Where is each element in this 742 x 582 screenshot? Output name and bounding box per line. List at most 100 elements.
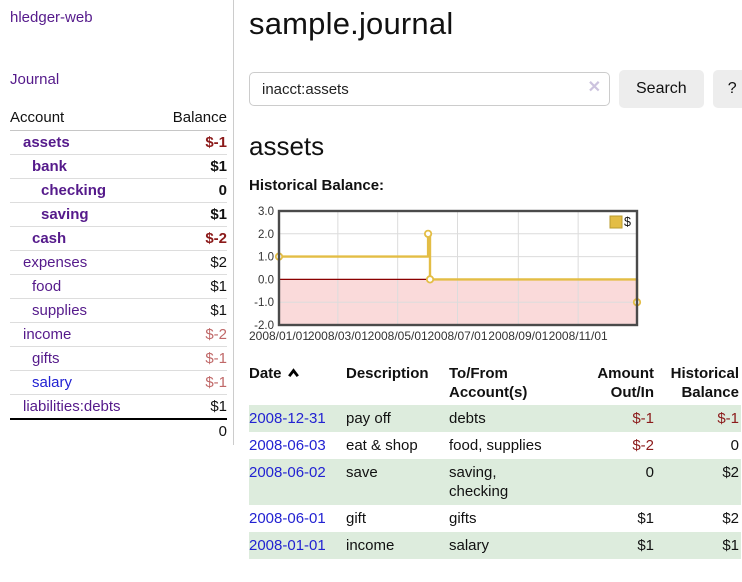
transaction-date-link[interactable]: 2008-06-01 (249, 510, 326, 528)
account-link[interactable]: saving (41, 206, 89, 223)
x-axis-tick-label: 2008/03/01 (308, 329, 368, 343)
account-balance: $-2 (205, 326, 227, 343)
y-axis-tick-label: 2.0 (258, 229, 274, 241)
x-axis-tick-label: 2008/09/01 (488, 329, 548, 343)
register-col-balance: Historical Balance (670, 365, 739, 402)
sidebar: hledger-web Journal Account Balance asse… (0, 0, 234, 445)
x-axis-tick-label: 2008/01/01 (249, 329, 309, 343)
x-axis-tick-label: 2008/11/01 (549, 329, 608, 343)
account-link[interactable]: liabilities:debts (23, 398, 121, 415)
accounts-table: Account Balance assets $-1 bank $1 checking 0… (10, 106, 227, 443)
account-link[interactable]: checking (41, 182, 107, 199)
transaction-accounts: salary (449, 537, 490, 555)
transaction-amount: $1 (637, 510, 654, 528)
search-input-wrap: ✕ (249, 72, 610, 106)
accounts-total-row: 0 (10, 418, 227, 443)
account-link[interactable]: supplies (32, 302, 88, 319)
y-axis-tick-label: 3.0 (258, 206, 274, 218)
account-row: checking 0 (10, 179, 227, 203)
balance-chart: $3.0 2.0 1.0 0.0 -1.0 -2.0 2008/01/01 2008/03/0… (249, 205, 740, 345)
main-content: sample.journal ✕ Search ? assets Histori… (234, 0, 742, 560)
transaction-amount: $-2 (632, 437, 654, 455)
account-link[interactable]: bank (32, 158, 68, 175)
register-col-date[interactable]: Date (249, 362, 346, 405)
transaction-description: pay off (346, 410, 391, 428)
transaction-description: save (346, 464, 378, 482)
transaction-description: eat & shop (346, 437, 418, 455)
accounts-total-spacer (10, 418, 156, 443)
transaction-date-link[interactable]: 2008-06-03 (249, 437, 326, 455)
x-axis-tick-label: 2008/07/01 (427, 329, 487, 343)
register-table: Date Description To/From Account(s) Amou… (249, 362, 741, 560)
transaction-date-link[interactable]: 2008-01-01 (249, 537, 326, 555)
account-balance: $2 (210, 254, 227, 271)
transaction-accounts: saving, checking (449, 464, 509, 501)
account-link[interactable]: expenses (23, 254, 88, 271)
register-col-amount: Amount Out/In (597, 365, 654, 402)
account-row: saving $1 (10, 203, 227, 227)
transaction-balance: $1 (722, 537, 739, 555)
account-link[interactable]: cash (32, 230, 67, 247)
account-balance: $1 (210, 278, 227, 295)
sidebar-item-journal[interactable]: Journal (10, 71, 60, 88)
transaction-amount: 0 (645, 464, 654, 482)
search-button[interactable]: Search (619, 70, 704, 108)
account-link[interactable]: income (23, 326, 72, 343)
account-balance: 0 (218, 182, 227, 199)
accounts-col-account: Account (10, 106, 156, 131)
register-row: 2008-06-03 eat & shop food, supplies $-2 0 (249, 432, 741, 459)
account-balance: $-1 (205, 350, 227, 367)
account-balance: $1 (210, 302, 227, 319)
transaction-date-link[interactable]: 2008-06-02 (249, 464, 326, 482)
account-link[interactable]: assets (23, 134, 70, 151)
y-axis-tick-label: -2.0 (254, 320, 274, 332)
account-row: cash $-2 (10, 227, 227, 251)
search-form: ✕ Search ? (249, 70, 742, 108)
account-row: assets $-1 (10, 131, 227, 155)
page-title: sample.journal (249, 6, 454, 41)
register-row: 2008-06-02 save saving, checking 0 $2 (249, 459, 741, 506)
account-row: expenses $2 (10, 251, 227, 275)
register-col-description: Description (346, 365, 429, 382)
account-row: liabilities:debts $1 (10, 395, 227, 420)
transaction-description: gift (346, 510, 367, 528)
account-row: food $1 (10, 275, 227, 299)
register-header-row: Date Description To/From Account(s) Amou… (249, 362, 741, 405)
account-balance: $1 (210, 398, 227, 415)
sort-ascending-icon (287, 368, 299, 378)
account-row: bank $1 (10, 155, 227, 179)
account-balance: $1 (210, 206, 227, 223)
transaction-date-link[interactable]: 2008-12-31 (249, 410, 326, 428)
chart-heading: Historical Balance: (249, 177, 385, 194)
page: hledger-web Journal Account Balance asse… (0, 0, 742, 560)
transaction-accounts: gifts (449, 510, 477, 528)
register-row: 2008-01-01 income salary $1 $1 (249, 532, 741, 560)
accounts-total-value: 0 (155, 418, 227, 443)
account-balance: $-1 (205, 374, 227, 391)
transaction-accounts: debts (449, 410, 486, 428)
account-link[interactable]: food (32, 278, 62, 295)
transaction-balance: $-1 (717, 410, 739, 428)
account-link[interactable]: gifts (32, 350, 60, 367)
search-input[interactable] (249, 72, 610, 106)
account-row: supplies $1 (10, 299, 227, 323)
y-axis-tick-label: -1.0 (254, 297, 274, 309)
transaction-balance: $2 (722, 464, 739, 482)
x-axis-tick-label: 2008/05/01 (368, 329, 428, 343)
clear-search-icon[interactable]: ✕ (587, 79, 601, 96)
brand-link[interactable]: hledger-web (10, 9, 93, 26)
y-axis-tick-label: 1.0 (258, 252, 274, 264)
search-help-button[interactable]: ? (712, 70, 742, 108)
balance-chart-svg: $3.0 2.0 1.0 0.0 -1.0 -2.02008/01/012008/03/0… (249, 206, 642, 343)
register-row: 2008-12-31 pay off debts $-1 $-1 (249, 405, 741, 433)
account-balance: $-1 (205, 134, 227, 151)
account-link[interactable]: salary (32, 374, 73, 391)
account-balance: $1 (210, 158, 227, 175)
account-row: salary $-1 (10, 371, 227, 395)
transaction-balance: 0 (730, 437, 739, 455)
transaction-amount: $1 (637, 537, 654, 555)
account-balance: $-2 (205, 230, 227, 247)
legend-swatch (609, 215, 623, 229)
legend-label: $ (624, 215, 631, 229)
account-row: income $-2 (10, 323, 227, 347)
